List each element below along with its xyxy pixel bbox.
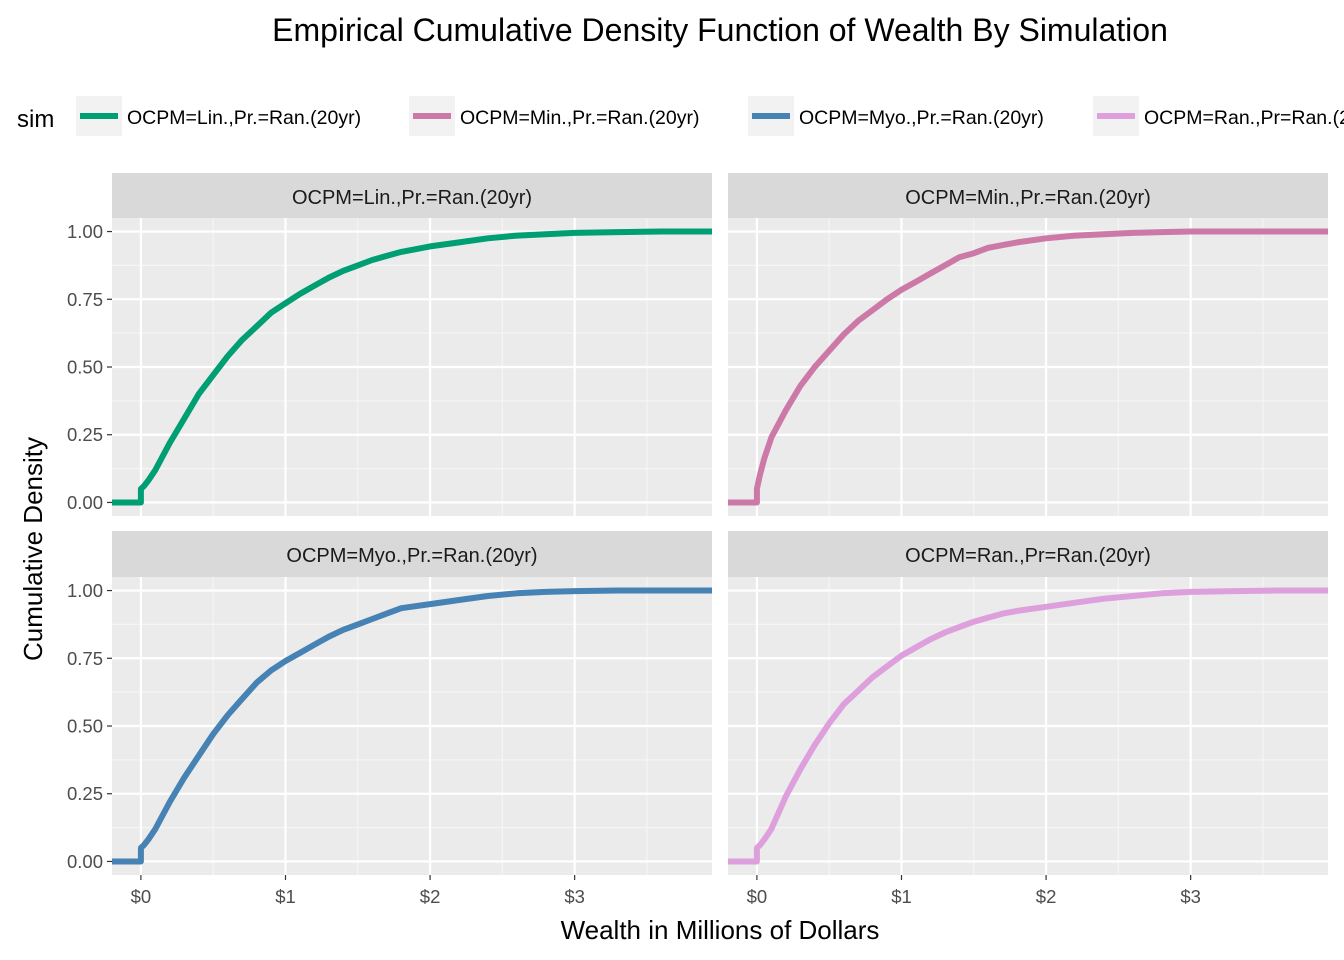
y-tick-label: 1.00 (67, 580, 103, 601)
x-tick-label: $1 (891, 886, 912, 907)
x-axis-title: Wealth in Millions of Dollars (561, 915, 880, 945)
y-tick-label: 0.25 (67, 783, 103, 804)
series-line-1 (112, 228, 712, 506)
strip-label-4: OCPM=Ran.,Pr=Ran.(20yr) (905, 545, 1151, 567)
strip-4 (728, 531, 1328, 577)
strip-label-2: OCPM=Min.,Pr.=Ran.(20yr) (905, 187, 1151, 209)
y-tick-label: 1.00 (67, 221, 103, 242)
panel-4: OCPM=Ran.,Pr=Ran.(20yr) $0 $1 $2 $3 (728, 531, 1328, 907)
series-line-4 (728, 587, 1328, 865)
legend-label-4: OCPM=Ran.,Pr=Ran.(20yr) (1144, 107, 1344, 129)
y-tick-label: 0.50 (67, 716, 103, 737)
y-tick-label: 0.50 (67, 357, 103, 378)
x-tick-label: $2 (420, 886, 441, 907)
x-tick-label: $0 (131, 886, 152, 907)
y-axis-title: Cumulative Density (18, 437, 48, 661)
panels: OCPM=Lin.,Pr.=Ran.(20yr) 0.00 0.25 0.50 0.75… (67, 173, 1328, 907)
panel-2: OCPM=Min.,Pr.=Ran.(20yr) (728, 173, 1328, 516)
x-tick-label: $3 (564, 886, 585, 907)
legend: sim OCPM=Lin.,Pr.=Ran.(20yr) OCPM=Min.,Pr… (17, 96, 1344, 136)
series-line-3 (112, 587, 712, 865)
panel-3: OCPM=Myo.,Pr.=Ran.(20yr) 0.00 0.25 0.50 0.75… (67, 531, 712, 907)
y-tick-label: 0.00 (67, 492, 103, 513)
x-tick-label: $0 (747, 886, 768, 907)
y-tick-label: 0.75 (67, 289, 103, 310)
strip-label-3: OCPM=Myo.,Pr.=Ran.(20yr) (286, 545, 537, 567)
x-tick-label: $3 (1180, 886, 1201, 907)
legend-label-1: OCPM=Lin.,Pr.=Ran.(20yr) (127, 107, 361, 129)
y-tick-label: 0.25 (67, 424, 103, 445)
strip-2 (728, 173, 1328, 218)
x-tick-label: $1 (275, 886, 296, 907)
legend-label-3: OCPM=Myo.,Pr.=Ran.(20yr) (799, 107, 1044, 129)
strip-label-1: OCPM=Lin.,Pr.=Ran.(20yr) (292, 187, 532, 209)
chart-title: Empirical Cumulative Density Function of… (272, 12, 1168, 48)
y-tick-label: 0.75 (67, 648, 103, 669)
strip-1 (112, 173, 712, 218)
x-tick-label: $2 (1036, 886, 1057, 907)
strip-3 (112, 531, 712, 577)
y-tick-label: 0.00 (67, 851, 103, 872)
legend-label-2: OCPM=Min.,Pr.=Ran.(20yr) (460, 107, 699, 129)
panel-1: OCPM=Lin.,Pr.=Ran.(20yr) 0.00 0.25 0.50 0.75… (67, 173, 712, 516)
legend-title: sim (17, 106, 54, 133)
series-line-2 (728, 228, 1328, 506)
